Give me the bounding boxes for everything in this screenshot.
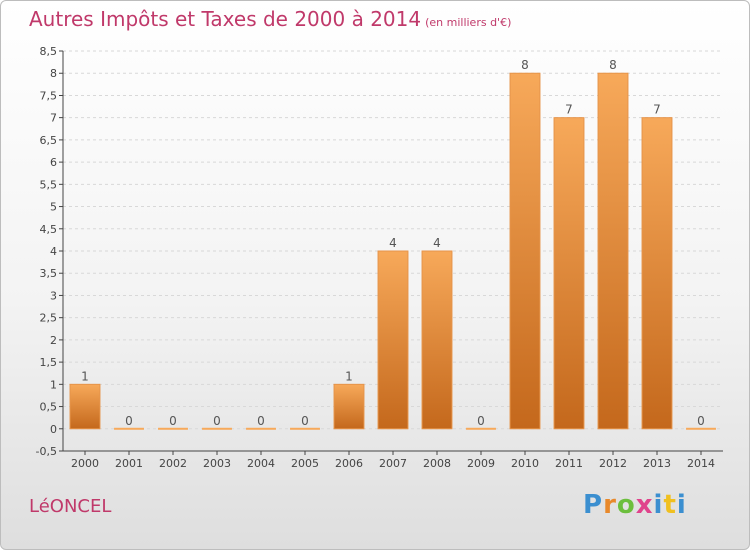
x-tick-label-2008: 2008 (423, 457, 451, 470)
logo-letter: t (663, 490, 677, 520)
bar-2003 (202, 427, 232, 430)
y-tick-label: 2 (50, 334, 57, 347)
y-tick-label: 7 (50, 112, 57, 125)
data-label-2007: 4 (389, 236, 397, 250)
x-tick-label-2000: 2000 (71, 457, 99, 470)
data-label-2014: 0 (697, 414, 705, 428)
y-tick-label: 6,5 (40, 134, 58, 147)
x-tick-label-2001: 2001 (115, 457, 143, 470)
logo-letter: o (616, 490, 636, 520)
bar-2002 (158, 427, 188, 430)
data-label-2012: 8 (609, 58, 617, 72)
data-label-2013: 7 (653, 103, 661, 117)
bar-2014 (686, 427, 716, 430)
data-label-2008: 4 (433, 236, 441, 250)
y-tick-label: 2,5 (40, 312, 58, 325)
data-labels: 1 0 0 0 0 0 1 4 4 0 8 7 8 7 0 (81, 58, 705, 428)
data-label-2002: 0 (169, 414, 177, 428)
y-tick-label: 1 (50, 378, 57, 391)
x-tick-label-2004: 2004 (247, 457, 275, 470)
data-label-2011: 7 (565, 103, 573, 117)
data-label-2005: 0 (301, 414, 309, 428)
bar-2013 (641, 117, 673, 430)
y-tick-label: 5 (50, 201, 57, 214)
logo-letter: r (603, 490, 617, 520)
y-tick-label: 8 (50, 67, 57, 80)
y-tick-label: 4 (50, 245, 57, 258)
data-label-2003: 0 (213, 414, 221, 428)
data-label-2004: 0 (257, 414, 265, 428)
bar-2007 (377, 250, 409, 430)
x-tick-label-2003: 2003 (203, 457, 231, 470)
bar-2012 (597, 72, 629, 430)
chart-title: Autres Impôts et Taxes de 2000 à 2014 (en… (29, 7, 511, 31)
proxiti-logo: Proxiti (583, 490, 687, 520)
x-tick-label-2012: 2012 (599, 457, 627, 470)
logo-letter: x (635, 490, 654, 520)
bar-2011 (553, 117, 585, 430)
bar-2001 (114, 427, 144, 430)
y-tick-label: 8,5 (40, 45, 58, 58)
logo-letter: P (583, 490, 604, 520)
bar-2009 (466, 427, 496, 430)
bars (69, 72, 716, 430)
y-tick-label: 5,5 (40, 178, 58, 191)
bar-2006 (333, 383, 365, 430)
y-tick-label: 3 (50, 289, 57, 302)
x-tick-label-2013: 2013 (643, 457, 671, 470)
y-tick-label: 1,5 (40, 356, 58, 369)
y-tick-label: -0,5 (36, 445, 57, 458)
y-tick-label: 0 (50, 423, 57, 436)
logo-letter: i (676, 490, 687, 520)
x-tick-label-2009: 2009 (467, 457, 495, 470)
axes: -0,5 0 0,5 1 1,5 2 2,5 3 3,5 4 4,5 5 5,5 6 6,5 7 7,5 8 8,5… (36, 45, 723, 470)
commune-name: LéONCEL (29, 496, 112, 517)
y-tick-label: 0,5 (40, 401, 58, 414)
logo-letter: i (653, 490, 664, 520)
y-tick-label: 3,5 (40, 267, 58, 280)
bar-2008 (421, 250, 453, 430)
data-label-2001: 0 (125, 414, 133, 428)
x-tick-label-2014: 2014 (687, 457, 715, 470)
x-tick-label-2005: 2005 (291, 457, 319, 470)
x-tick-label-2002: 2002 (159, 457, 187, 470)
bar-2005 (290, 427, 320, 430)
x-tick-label-2011: 2011 (555, 457, 583, 470)
chart-title-text: Autres Impôts et Taxes de 2000 à 2014 (29, 7, 422, 31)
data-label-2000: 1 (81, 369, 89, 383)
chart-subtitle: (en milliers d'€) (425, 16, 512, 29)
x-tick-label-2006: 2006 (335, 457, 363, 470)
y-tick-label: 4,5 (40, 223, 58, 236)
x-tick-label-2010: 2010 (511, 457, 539, 470)
y-tick-label: 7,5 (40, 89, 58, 102)
data-label-2009: 0 (477, 414, 485, 428)
bar-2010 (509, 72, 541, 430)
bar-2004 (246, 427, 276, 430)
x-tick-label-2007: 2007 (379, 457, 407, 470)
bar-2000 (69, 383, 101, 430)
data-label-2006: 1 (345, 369, 353, 383)
data-label-2010: 8 (521, 58, 529, 72)
y-tick-label: 6 (50, 156, 57, 169)
